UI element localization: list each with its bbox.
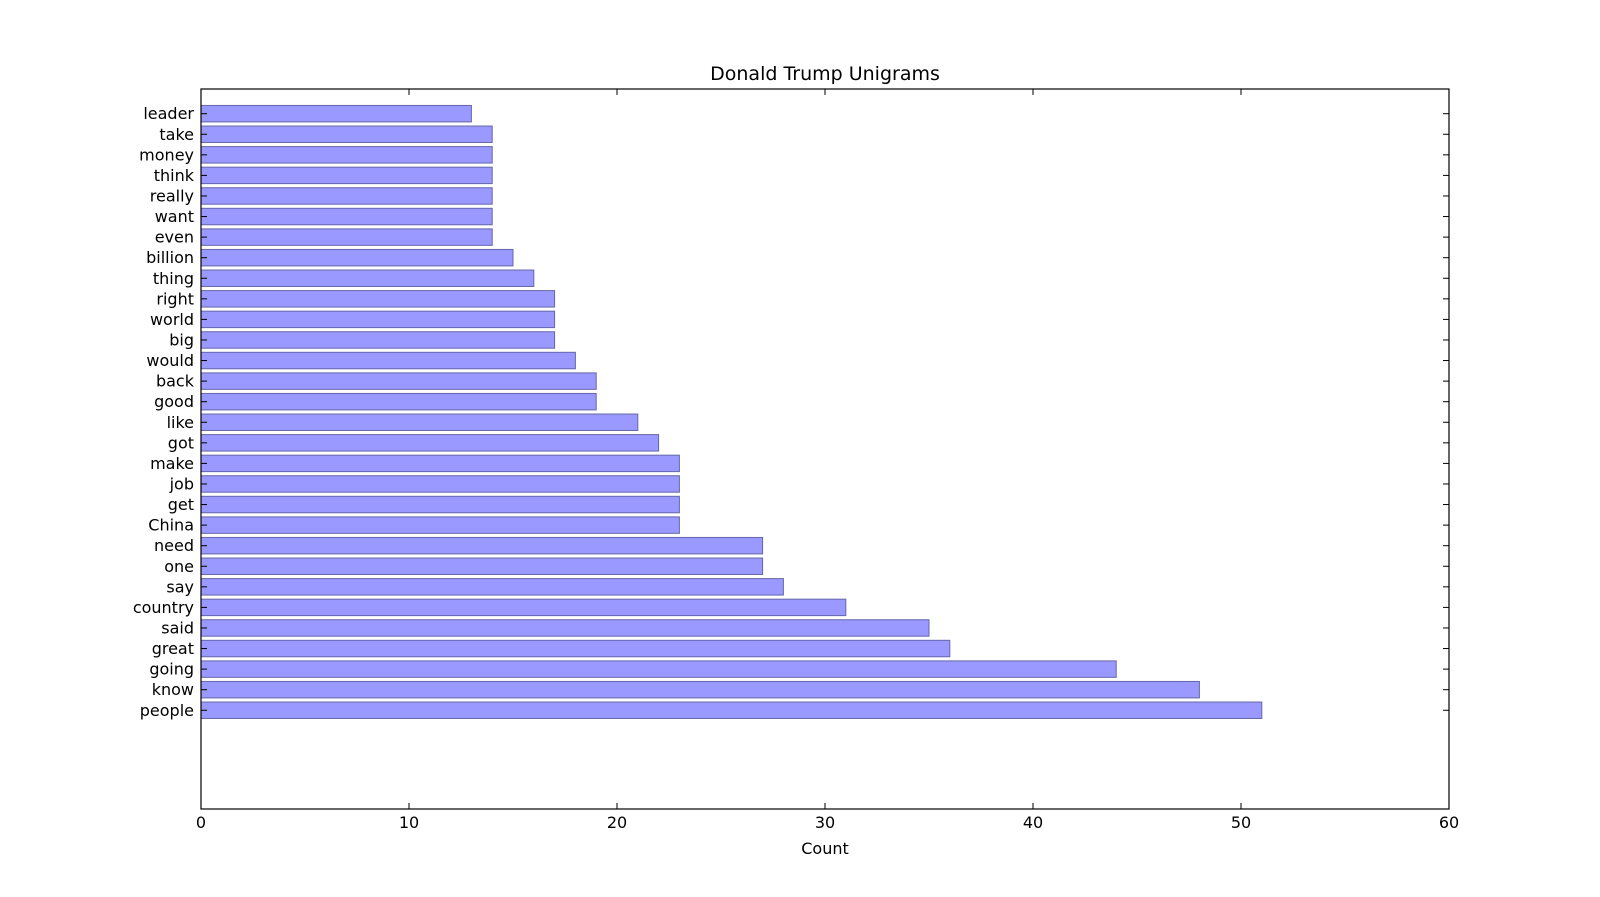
category-label: say — [166, 577, 194, 596]
category-label: want — [155, 207, 194, 226]
category-label: big — [169, 330, 194, 349]
x-tick-label: 30 — [815, 813, 835, 832]
bar-get — [200, 495, 680, 514]
bar-people — [200, 701, 1263, 719]
bar-leader — [200, 104, 472, 123]
bar-thing — [200, 269, 535, 287]
bar-job — [200, 475, 680, 493]
bar-great — [200, 639, 951, 658]
plot-frame — [200, 88, 1450, 810]
category-label: take — [159, 125, 194, 144]
x-tick-label: 50 — [1231, 813, 1251, 832]
category-label: going — [149, 660, 194, 679]
bar-country — [200, 598, 847, 617]
category-label: right — [156, 289, 194, 308]
bar-money — [200, 146, 493, 164]
category-label: thing — [153, 269, 194, 288]
bar-one — [200, 557, 764, 575]
category-label: got — [168, 433, 194, 452]
category-label: country — [133, 598, 194, 617]
category-label: world — [150, 310, 194, 329]
x-tick-label: 10 — [399, 813, 419, 832]
bar-going — [200, 660, 1117, 678]
bar-say — [200, 578, 784, 596]
bar-know — [200, 680, 1200, 699]
bar-right — [200, 290, 556, 308]
bar-big — [200, 331, 556, 349]
category-label: great — [152, 639, 194, 658]
category-label: billion — [146, 248, 194, 267]
category-label: leader — [143, 104, 194, 123]
category-label: need — [154, 536, 194, 555]
bar-think — [200, 166, 493, 185]
category-label: make — [150, 454, 194, 473]
category-label: really — [150, 186, 194, 205]
x-tick-label: 40 — [1023, 813, 1043, 832]
category-label: like — [167, 413, 194, 432]
ticks-layer: 0 10 20 30 40 50 60 — [196, 89, 1459, 832]
category-label: know — [152, 680, 194, 699]
bar-want — [200, 207, 493, 226]
bar-would — [200, 351, 576, 370]
bar-make — [200, 454, 680, 473]
x-axis-label: Count — [801, 839, 849, 858]
category-label: even — [155, 228, 194, 247]
x-tick-label: 0 — [196, 813, 206, 832]
category-label: one — [164, 557, 194, 576]
category-label: job — [169, 474, 194, 493]
bar-even — [200, 228, 493, 246]
bar-world — [200, 310, 556, 329]
bar-china — [200, 516, 680, 534]
bar-take — [200, 125, 493, 143]
bar-billion — [200, 248, 514, 267]
bar-said — [200, 619, 930, 637]
category-label: would — [146, 351, 194, 370]
category-label: people — [140, 701, 194, 720]
bar-good — [200, 392, 597, 411]
x-tick-label: 60 — [1439, 813, 1459, 832]
chart-title: Donald Trump Unigrams — [710, 63, 940, 85]
bar-back — [200, 372, 597, 390]
category-label: good — [154, 392, 194, 411]
bars-layer — [200, 104, 1263, 719]
category-label: back — [156, 372, 195, 391]
category-label: think — [154, 166, 195, 185]
x-tick-label: 20 — [607, 813, 627, 832]
category-label: get — [168, 495, 194, 514]
bar-need — [200, 536, 764, 555]
category-label: said — [161, 618, 194, 637]
bar-really — [200, 187, 493, 205]
bar-like — [200, 413, 639, 431]
bar-got — [200, 434, 660, 452]
category-label: money — [139, 145, 194, 164]
category-label: China — [148, 516, 194, 535]
